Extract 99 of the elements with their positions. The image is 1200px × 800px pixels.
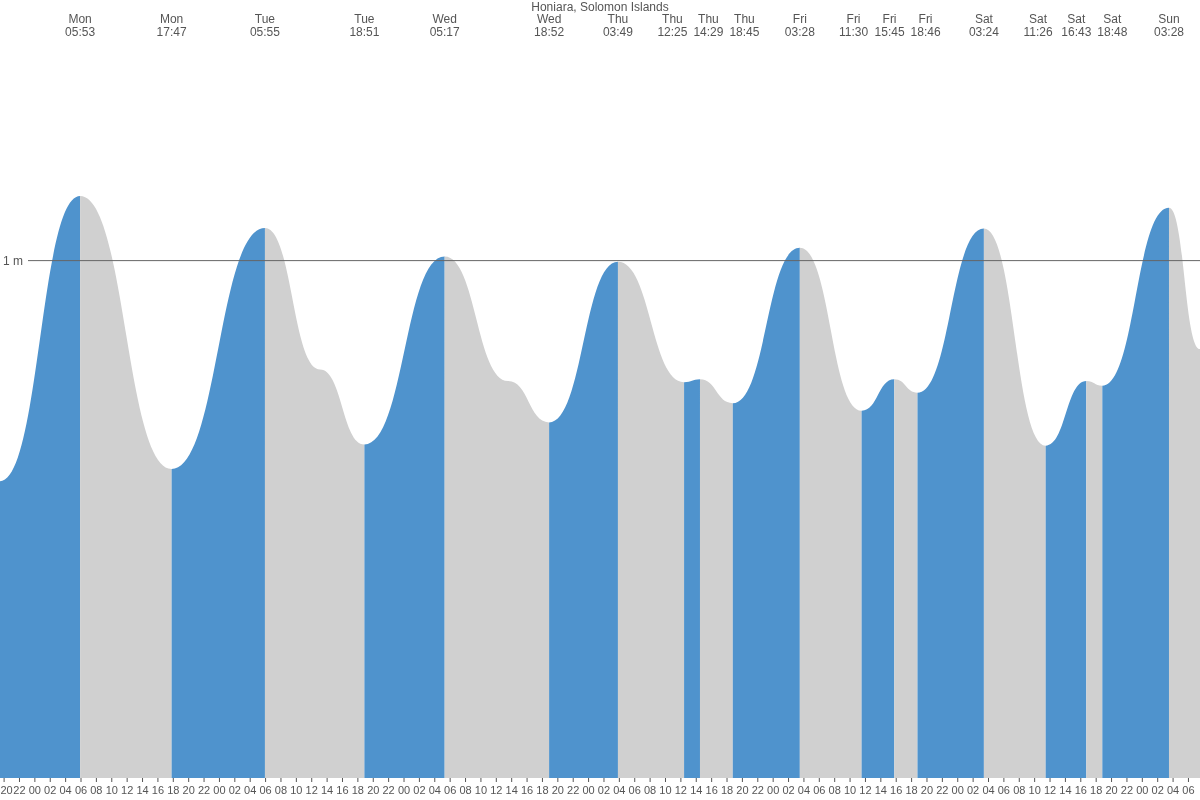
x-tick-label: 08 bbox=[1013, 784, 1026, 796]
x-tick-label: 00 bbox=[28, 784, 41, 796]
x-tick-label: 16 bbox=[151, 784, 165, 796]
x-tick-label: 18 bbox=[351, 784, 364, 796]
x-tick-label: 16 bbox=[1074, 784, 1087, 796]
text: Fri 15:45 bbox=[873, 12, 906, 39]
x-tick-label: 20 bbox=[182, 784, 195, 796]
x-tick-label: 04 bbox=[797, 784, 811, 796]
text: Sun 03:28 bbox=[1152, 12, 1185, 39]
x-tick-label: 10 bbox=[290, 784, 303, 796]
text: Mon 17:47 bbox=[155, 12, 188, 39]
x-tick-label: 12 bbox=[859, 784, 872, 796]
x-tick-label: 20 bbox=[1105, 784, 1118, 796]
x-tick-label: 04 bbox=[1166, 784, 1180, 796]
x-tick-label: 04 bbox=[428, 784, 441, 796]
x-tick-label: 08 bbox=[643, 784, 657, 796]
x-tick-label: 06 bbox=[74, 784, 88, 796]
x-tick-label: 06 bbox=[444, 784, 457, 796]
x-tick-label: 18 bbox=[167, 784, 180, 796]
x-tick-label: 10 bbox=[659, 784, 672, 796]
x-tick-label: 22 bbox=[382, 784, 395, 796]
x-tick-label: 06 bbox=[259, 784, 272, 796]
x-tick-label: 02 bbox=[597, 784, 611, 796]
text: Tue 18:51 bbox=[348, 12, 381, 39]
x-tick-label: 08 bbox=[274, 784, 288, 796]
text: Mon 05:53 bbox=[64, 12, 97, 39]
x-tick-label: 16 bbox=[336, 784, 349, 796]
x-tick-label: 06 bbox=[628, 784, 641, 796]
x-tick-label: 12 bbox=[490, 784, 503, 796]
x-tick-label: 06 bbox=[813, 784, 826, 796]
x-tick-label: 20 bbox=[736, 784, 749, 796]
x-tick-label: 22 bbox=[197, 784, 211, 796]
x-tick-label: 00 bbox=[582, 784, 595, 796]
text: Thu 03:49 bbox=[601, 12, 634, 39]
x-tick-label: 00 bbox=[213, 784, 226, 796]
x-tick-label: 20 bbox=[0, 784, 13, 796]
x-tick-label: 04 bbox=[244, 784, 257, 796]
x-tick-label: 18 bbox=[1090, 784, 1103, 796]
x-tick-label: 14 bbox=[874, 784, 887, 796]
x-tick-label: 06 bbox=[1182, 784, 1195, 796]
x-tick-label: 22 bbox=[13, 784, 26, 796]
text: Thu 12:25 bbox=[656, 12, 689, 39]
x-tick-label: 00 bbox=[1136, 784, 1149, 796]
x-tick-label: 22 bbox=[1120, 784, 1134, 796]
x-tick-label: 22 bbox=[751, 784, 764, 796]
x-tick-label: 08 bbox=[828, 784, 841, 796]
x-tick-label: 18 bbox=[905, 784, 918, 796]
x-tick-label: 00 bbox=[397, 784, 411, 796]
x-tick-label: 12 bbox=[674, 784, 688, 796]
x-tick-label: 14 bbox=[136, 784, 149, 796]
x-tick-label: 02 bbox=[782, 784, 795, 796]
x-tick-label: 16 bbox=[705, 784, 718, 796]
x-tick-label: 02 bbox=[1151, 784, 1164, 796]
x-tick-label: 02 bbox=[413, 784, 426, 796]
text: Fri 11:30 bbox=[837, 12, 870, 39]
x-tick-label: 00 bbox=[767, 784, 780, 796]
x-tick-label: 14 bbox=[505, 784, 518, 796]
x-tick-label: 04 bbox=[613, 784, 626, 796]
x-tick-label: 20 bbox=[920, 784, 934, 796]
text: Thu 14:29 bbox=[692, 12, 725, 39]
x-tick-label: 10 bbox=[105, 784, 118, 796]
text: Sat 11:26 bbox=[1022, 12, 1054, 39]
text: Fri 03:28 bbox=[783, 12, 816, 39]
x-tick-label: 10 bbox=[1028, 784, 1041, 796]
text: Wed 05:17 bbox=[428, 12, 461, 39]
x-tick-label: 16 bbox=[520, 784, 534, 796]
x-tick-label: 02 bbox=[44, 784, 57, 796]
text: Thu 18:45 bbox=[728, 12, 761, 39]
x-tick-label: 04 bbox=[59, 784, 72, 796]
x-tick-label: 10 bbox=[843, 784, 857, 796]
text: Sat 16:43 bbox=[1060, 12, 1093, 39]
ref-line-label: 1 m bbox=[3, 253, 24, 268]
x-tick-label: 20 bbox=[367, 784, 380, 796]
x-tick-label: 04 bbox=[982, 784, 995, 796]
x-tick-label: 08 bbox=[459, 784, 472, 796]
x-tick-label: 14 bbox=[320, 784, 334, 796]
text: Sat 18:48 bbox=[1096, 12, 1129, 39]
x-tick-label: 22 bbox=[567, 784, 580, 796]
x-tick-label: 08 bbox=[90, 784, 103, 796]
x-tick-label: 14 bbox=[690, 784, 703, 796]
x-tick-label: 12 bbox=[1043, 784, 1057, 796]
x-tick-label: 18 bbox=[536, 784, 549, 796]
x-tick-label: 18 bbox=[720, 784, 734, 796]
text: Wed 18:52 bbox=[534, 12, 565, 39]
text: Fri 18:46 bbox=[909, 12, 942, 39]
x-tick-label: 16 bbox=[890, 784, 903, 796]
x-tick-label: 10 bbox=[474, 784, 488, 796]
x-tick-label: 12 bbox=[305, 784, 318, 796]
x-tick-label: 06 bbox=[997, 784, 1011, 796]
chart-title: Honiara, Solomon Islands bbox=[531, 0, 669, 14]
x-tick-label: 02 bbox=[967, 784, 980, 796]
text: Sat 03:24 bbox=[967, 12, 1000, 39]
x-tick-label: 00 bbox=[951, 784, 964, 796]
x-tick-label: 20 bbox=[551, 784, 564, 796]
x-tick-label: 02 bbox=[228, 784, 241, 796]
x-tick-label: 12 bbox=[121, 784, 134, 796]
x-tick-label: 14 bbox=[1059, 784, 1072, 796]
x-tick-label: 22 bbox=[936, 784, 949, 796]
text: Tue 05:55 bbox=[248, 12, 281, 39]
